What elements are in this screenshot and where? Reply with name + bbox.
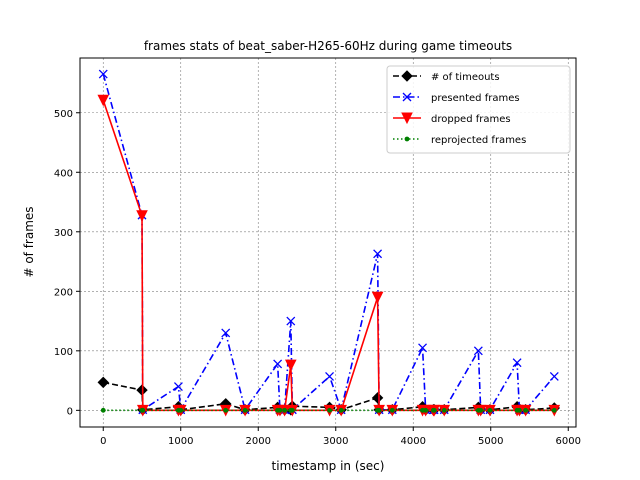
data-point	[97, 376, 109, 389]
x-tick-label: 3000	[323, 436, 348, 447]
grid	[80, 58, 576, 427]
y-tick-label: 300	[54, 228, 73, 239]
y-tick-label: 100	[54, 347, 73, 358]
data-point	[517, 407, 522, 413]
legend-item: dropped frames	[393, 112, 511, 125]
data-point	[478, 407, 484, 413]
x-marker-stroke	[221, 328, 231, 338]
legend: # of timeouts presented frames dropped fra…	[386, 65, 571, 154]
x-marker-stroke	[325, 371, 335, 381]
legend-swatch-marker	[401, 70, 413, 82]
x-marker-stroke	[286, 316, 296, 326]
legend-swatch-marker	[404, 136, 410, 142]
x-tick-label: 2000	[246, 436, 271, 447]
data-point	[98, 69, 108, 79]
x-tick-label: 6000	[556, 436, 581, 447]
legend-label: # of timeouts	[431, 72, 500, 83]
legend-swatch-marker	[401, 112, 413, 125]
x-marker-stroke	[512, 358, 522, 368]
y-tick-label: 500	[54, 109, 73, 120]
data-point	[242, 407, 248, 413]
x-marker-stroke	[473, 346, 483, 356]
x-tick-label: 0	[100, 436, 106, 447]
legend-label: reprojected frames	[431, 135, 526, 146]
x-marker-stroke	[173, 382, 183, 391]
data-point	[327, 407, 332, 413]
x-marker-stroke	[549, 371, 559, 381]
data-point	[289, 407, 295, 413]
legend-box	[386, 65, 571, 154]
data-point	[551, 407, 557, 413]
legend-item: presented frames	[393, 92, 520, 104]
data-point	[223, 407, 229, 413]
y-tick-label: 400	[54, 168, 73, 179]
data-point	[512, 358, 522, 368]
data-point	[178, 407, 184, 413]
data-point	[431, 407, 437, 413]
legend-item: reprojected frames	[393, 135, 526, 146]
data-point	[325, 371, 335, 381]
y-axis-title: # of frames	[22, 206, 36, 277]
data-point	[487, 407, 493, 413]
data-point	[286, 316, 296, 326]
x-marker-stroke	[418, 343, 428, 353]
data-point	[473, 346, 483, 356]
x-marker-stroke	[273, 359, 283, 369]
axis-ticks: 0 1000 2000 3000 4000 5000 6000 0 100 200 300 400 50…	[54, 109, 581, 447]
chart-title: frames stats of beat_saber-H265-60Hz dur…	[144, 39, 512, 53]
series-3	[100, 407, 557, 413]
data-point	[549, 371, 559, 381]
x-marker-stroke	[373, 249, 383, 259]
data-point	[373, 249, 383, 259]
x-marker-stroke	[98, 69, 108, 79]
legend-swatch-marker	[402, 92, 412, 102]
data-point	[277, 407, 283, 413]
data-point	[371, 291, 384, 304]
data-point	[97, 94, 110, 107]
data-point	[338, 407, 344, 413]
data-point	[376, 407, 382, 413]
data-point	[441, 407, 447, 413]
data-point	[100, 407, 106, 413]
x-marker-stroke	[402, 92, 412, 102]
data-point	[136, 210, 148, 222]
data-point	[284, 359, 297, 372]
y-tick-label: 200	[54, 287, 73, 298]
x-axis-title: timestamp in (sec)	[272, 459, 385, 473]
data-point	[418, 343, 428, 353]
data-point	[273, 359, 283, 369]
data-point	[389, 407, 395, 413]
legend-item: # of timeouts	[393, 70, 500, 83]
legend-items: # of timeouts presented frames dropped fra…	[393, 70, 526, 146]
plot-frame	[79, 57, 577, 428]
data-point	[140, 407, 146, 413]
x-tick-label: 1000	[168, 436, 193, 447]
legend-label: presented frames	[431, 93, 520, 104]
x-tick-label: 4000	[401, 436, 426, 447]
y-tick-label: 0	[67, 406, 73, 417]
data-point	[423, 407, 429, 413]
data-point	[221, 328, 231, 338]
data-point	[523, 407, 529, 413]
data-point	[371, 392, 384, 404]
legend-label: dropped frames	[431, 114, 511, 125]
data-point	[173, 382, 183, 391]
data-point	[282, 407, 287, 413]
x-tick-label: 5000	[478, 436, 503, 447]
series-layer	[97, 69, 561, 417]
